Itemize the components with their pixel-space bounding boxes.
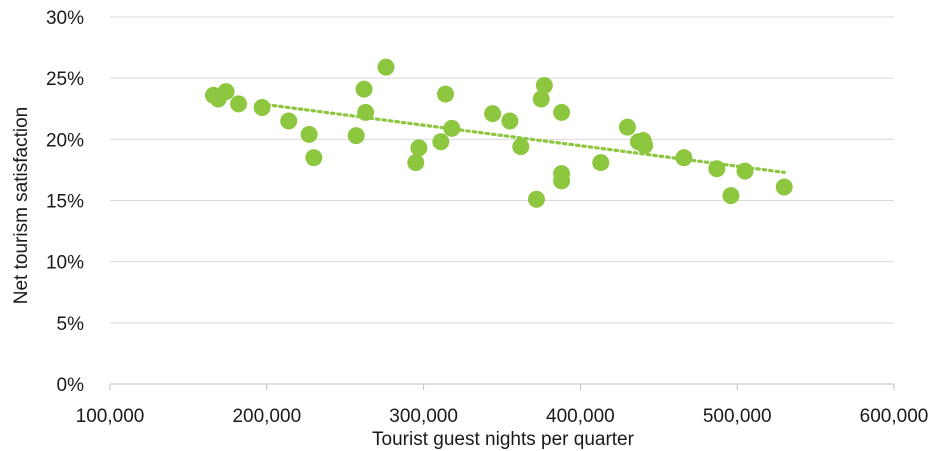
x-axis-title: Tourist guest nights per quarter xyxy=(372,429,635,450)
x-tick-label: 200,000 xyxy=(232,406,301,427)
x-tick-label: 300,000 xyxy=(389,406,458,427)
data-point xyxy=(437,85,455,103)
data-point xyxy=(300,125,318,143)
data-point xyxy=(253,99,271,117)
gridlines xyxy=(110,16,894,324)
y-tick-label: 5% xyxy=(57,314,85,335)
x-axis-ticks: 100,000 200,000 300,000 400,000 500,000 600,0… xyxy=(76,384,929,427)
data-point xyxy=(636,136,654,154)
data-point xyxy=(722,187,740,205)
x-tick-label: 400,000 xyxy=(546,406,615,427)
data-point xyxy=(407,154,425,172)
x-tick-label: 500,000 xyxy=(703,406,772,427)
data-point xyxy=(432,133,450,151)
x-tick-label: 100,000 xyxy=(76,406,145,427)
y-tick-label: 30% xyxy=(46,8,84,29)
data-point xyxy=(675,149,693,167)
data-point xyxy=(512,138,530,156)
data-point xyxy=(553,103,571,121)
data-point xyxy=(347,127,365,145)
data-point xyxy=(736,162,754,180)
data-point xyxy=(443,119,461,137)
y-tick-label: 20% xyxy=(46,130,84,151)
y-tick-label: 10% xyxy=(46,253,84,274)
data-point xyxy=(708,160,726,178)
data-point xyxy=(410,139,428,157)
data-point xyxy=(217,83,235,101)
y-tick-label: 25% xyxy=(46,69,84,90)
y-tick-label: 15% xyxy=(46,192,84,213)
data-points xyxy=(204,58,793,208)
data-point xyxy=(535,77,553,95)
data-point xyxy=(527,190,545,208)
y-axis-title: Net tourism satisfaction xyxy=(11,107,32,304)
x-tick-label: 600,000 xyxy=(860,406,929,427)
data-point xyxy=(484,105,502,123)
data-point xyxy=(377,58,395,76)
data-point xyxy=(501,112,519,130)
data-point xyxy=(775,178,793,196)
data-point xyxy=(305,149,323,167)
trendline xyxy=(258,102,786,174)
data-point xyxy=(532,90,550,108)
y-tick-label: 0% xyxy=(57,375,85,396)
y-axis-ticks: 0% 5% 10% 15% 20% 25% 30% xyxy=(46,8,84,396)
data-point xyxy=(355,80,373,98)
data-point xyxy=(357,103,375,121)
data-point xyxy=(592,154,610,172)
data-point xyxy=(618,118,636,136)
data-point xyxy=(280,112,298,130)
data-point xyxy=(230,95,248,113)
data-point xyxy=(553,172,571,190)
